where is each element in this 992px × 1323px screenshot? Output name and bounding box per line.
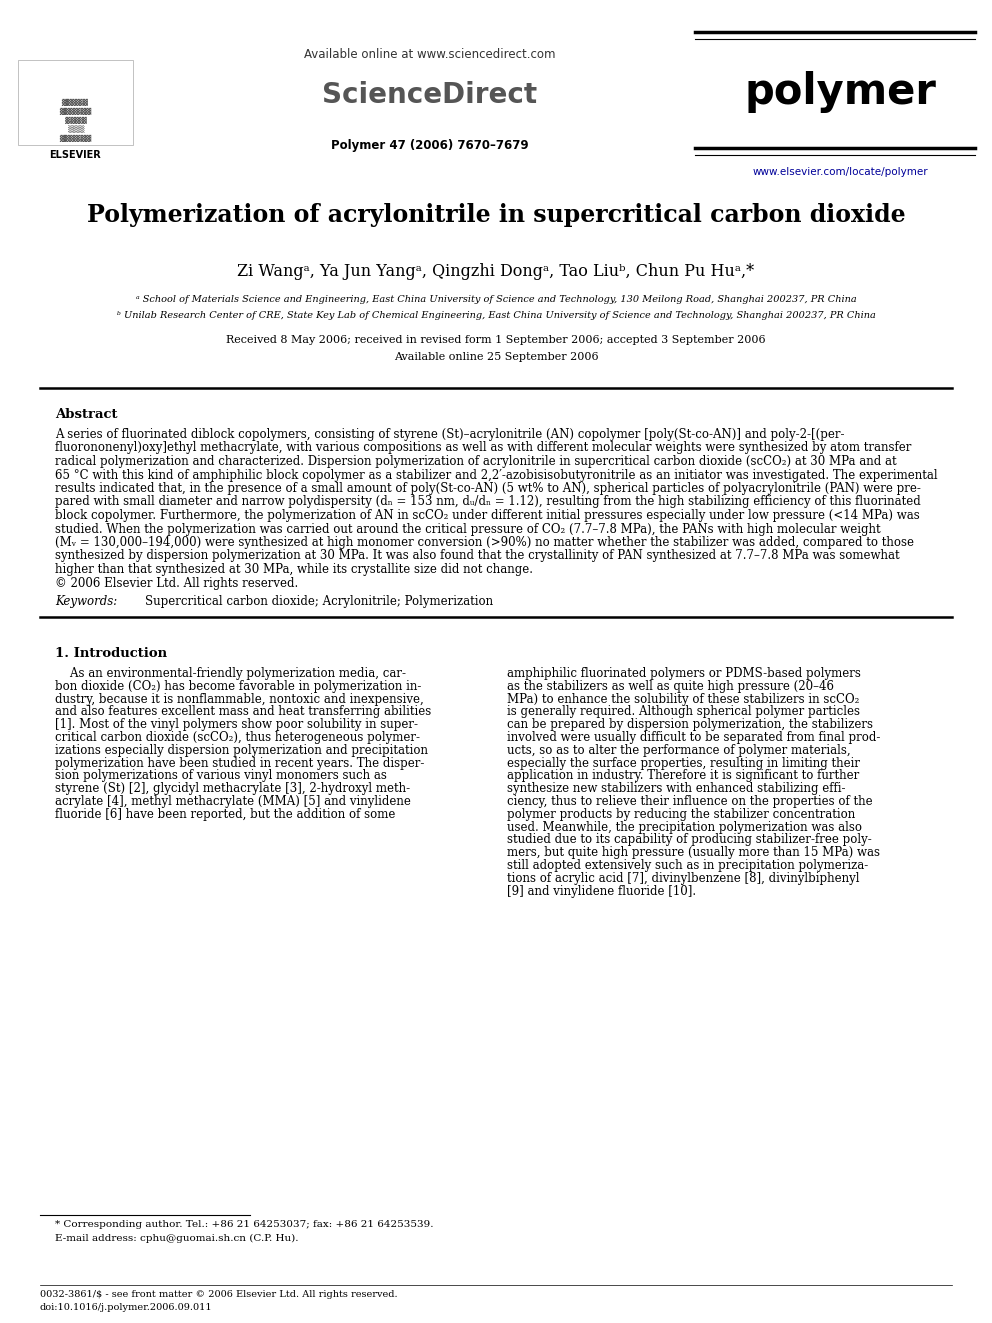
Text: polymerization have been studied in recent years. The disper-: polymerization have been studied in rece… — [55, 757, 425, 770]
Text: www.elsevier.com/locate/polymer: www.elsevier.com/locate/polymer — [752, 167, 928, 177]
Text: © 2006 Elsevier Ltd. All rights reserved.: © 2006 Elsevier Ltd. All rights reserved… — [55, 577, 299, 590]
Text: izations especially dispersion polymerization and precipitation: izations especially dispersion polymeriz… — [55, 744, 428, 757]
Text: used. Meanwhile, the precipitation polymerization was also: used. Meanwhile, the precipitation polym… — [507, 820, 862, 833]
Text: still adopted extensively such as in precipitation polymeriza-: still adopted extensively such as in pre… — [507, 859, 868, 872]
Text: especially the surface properties, resulting in limiting their: especially the surface properties, resul… — [507, 757, 860, 770]
Text: studied due to its capability of producing stabilizer-free poly-: studied due to its capability of produci… — [507, 833, 872, 847]
Text: [9] and vinylidene fluoride [10].: [9] and vinylidene fluoride [10]. — [507, 885, 696, 897]
Text: Available online 25 September 2006: Available online 25 September 2006 — [394, 352, 598, 363]
Text: ▓▓▓▓▓
▓▓▓▓▓▓
 ▓▓▓▓
 ▒▒▒
▓▓▓▓▓▓: ▓▓▓▓▓ ▓▓▓▓▓▓ ▓▓▓▓ ▒▒▒ ▓▓▓▓▓▓ — [59, 98, 91, 143]
Text: ᵇ Unilab Research Center of CRE, State Key Lab of Chemical Engineering, East Chi: ᵇ Unilab Research Center of CRE, State K… — [117, 311, 875, 319]
Text: application in industry. Therefore it is significant to further: application in industry. Therefore it is… — [507, 770, 859, 782]
Text: Supercritical carbon dioxide; Acrylonitrile; Polymerization: Supercritical carbon dioxide; Acrylonitr… — [145, 595, 493, 609]
Text: A series of fluorinated diblock copolymers, consisting of styrene (St)–acrylonit: A series of fluorinated diblock copolyme… — [55, 429, 844, 441]
Text: doi:10.1016/j.polymer.2006.09.011: doi:10.1016/j.polymer.2006.09.011 — [40, 1303, 212, 1312]
Text: As an environmental-friendly polymerization media, car-: As an environmental-friendly polymerizat… — [55, 667, 406, 680]
Text: ScienceDirect: ScienceDirect — [322, 81, 538, 108]
Text: ELSEVIER: ELSEVIER — [50, 149, 101, 160]
Text: ucts, so as to alter the performance of polymer materials,: ucts, so as to alter the performance of … — [507, 744, 850, 757]
Text: tions of acrylic acid [7], divinylbenzene [8], divinylbiphenyl: tions of acrylic acid [7], divinylbenzen… — [507, 872, 859, 885]
Text: synthesize new stabilizers with enhanced stabilizing effi-: synthesize new stabilizers with enhanced… — [507, 782, 845, 795]
Text: Received 8 May 2006; received in revised form 1 September 2006; accepted 3 Septe: Received 8 May 2006; received in revised… — [226, 335, 766, 345]
Text: bon dioxide (CO₂) has become favorable in polymerization in-: bon dioxide (CO₂) has become favorable i… — [55, 680, 422, 693]
Text: [1]. Most of the vinyl polymers show poor solubility in super-: [1]. Most of the vinyl polymers show poo… — [55, 718, 418, 732]
Text: acrylate [4], methyl methacrylate (MMA) [5] and vinylidene: acrylate [4], methyl methacrylate (MMA) … — [55, 795, 411, 808]
Text: 1. Introduction: 1. Introduction — [55, 647, 167, 660]
Text: mers, but quite high pressure (usually more than 15 MPa) was: mers, but quite high pressure (usually m… — [507, 847, 880, 859]
Text: radical polymerization and characterized. Dispersion polymerization of acrylonit: radical polymerization and characterized… — [55, 455, 897, 468]
Text: * Corresponding author. Tel.: +86 21 64253037; fax: +86 21 64253539.: * Corresponding author. Tel.: +86 21 642… — [55, 1220, 434, 1229]
Text: involved were usually difficult to be separated from final prod-: involved were usually difficult to be se… — [507, 732, 880, 744]
Text: Polymer 47 (2006) 7670–7679: Polymer 47 (2006) 7670–7679 — [331, 139, 529, 152]
Text: and also features excellent mass and heat transferring abilities: and also features excellent mass and hea… — [55, 705, 432, 718]
Text: synthesized by dispersion polymerization at 30 MPa. It was also found that the c: synthesized by dispersion polymerization… — [55, 549, 900, 562]
Text: block copolymer. Furthermore, the polymerization of AN in scCO₂ under different : block copolymer. Furthermore, the polyme… — [55, 509, 920, 523]
Text: MPa) to enhance the solubility of these stabilizers in scCO₂: MPa) to enhance the solubility of these … — [507, 693, 859, 705]
Text: (Mᵥ = 130,000–194,000) were synthesized at high monomer conversion (>90%) no mat: (Mᵥ = 130,000–194,000) were synthesized … — [55, 536, 914, 549]
Text: sion polymerizations of various vinyl monomers such as: sion polymerizations of various vinyl mo… — [55, 770, 387, 782]
Text: E-mail address: cphu@guomai.sh.cn (C.P. Hu).: E-mail address: cphu@guomai.sh.cn (C.P. … — [55, 1234, 299, 1244]
Text: Polymerization of acrylonitrile in supercritical carbon dioxide: Polymerization of acrylonitrile in super… — [86, 202, 906, 228]
Text: polymer: polymer — [744, 71, 935, 112]
Text: Keywords:: Keywords: — [55, 595, 117, 609]
Text: styrene (St) [2], glycidyl methacrylate [3], 2-hydroxyl meth-: styrene (St) [2], glycidyl methacrylate … — [55, 782, 410, 795]
Text: ciency, thus to relieve their influence on the properties of the: ciency, thus to relieve their influence … — [507, 795, 873, 808]
Text: critical carbon dioxide (scCO₂), thus heterogeneous polymer-: critical carbon dioxide (scCO₂), thus he… — [55, 732, 420, 744]
Text: fluoride [6] have been reported, but the addition of some: fluoride [6] have been reported, but the… — [55, 808, 396, 820]
Text: results indicated that, in the presence of a small amount of poly(St-co-AN) (5 w: results indicated that, in the presence … — [55, 482, 921, 495]
Text: polymer products by reducing the stabilizer concentration: polymer products by reducing the stabili… — [507, 808, 855, 820]
Text: higher than that synthesized at 30 MPa, while its crystallite size did not chang: higher than that synthesized at 30 MPa, … — [55, 564, 533, 576]
Text: 65 °C with this kind of amphiphilic block copolymer as a stabilizer and 2,2′-azo: 65 °C with this kind of amphiphilic bloc… — [55, 468, 937, 482]
Text: ᵃ School of Materials Science and Engineering, East China University of Science : ᵃ School of Materials Science and Engine… — [136, 295, 856, 304]
Text: fluorononenyl)oxy]ethyl methacrylate, with various compositions as well as with : fluorononenyl)oxy]ethyl methacrylate, wi… — [55, 442, 912, 455]
Text: Zi Wangᵃ, Ya Jun Yangᵃ, Qingzhi Dongᵃ, Tao Liuᵇ, Chun Pu Huᵃ,*: Zi Wangᵃ, Ya Jun Yangᵃ, Qingzhi Dongᵃ, T… — [237, 263, 755, 280]
Text: pared with small diameter and narrow polydispersity (dₙ = 153 nm, dᵤ/dₙ = 1.12),: pared with small diameter and narrow pol… — [55, 496, 921, 508]
Text: 0032-3861/$ - see front matter © 2006 Elsevier Ltd. All rights reserved.: 0032-3861/$ - see front matter © 2006 El… — [40, 1290, 398, 1299]
Text: studied. When the polymerization was carried out around the critical pressure of: studied. When the polymerization was car… — [55, 523, 881, 536]
Text: amphiphilic fluorinated polymers or PDMS-based polymers: amphiphilic fluorinated polymers or PDMS… — [507, 667, 861, 680]
Text: Available online at www.sciencedirect.com: Available online at www.sciencedirect.co… — [305, 49, 556, 61]
Text: can be prepared by dispersion polymerization, the stabilizers: can be prepared by dispersion polymeriza… — [507, 718, 873, 732]
Text: dustry, because it is nonflammable, nontoxic and inexpensive,: dustry, because it is nonflammable, nont… — [55, 693, 424, 705]
Text: as the stabilizers as well as quite high pressure (20–46: as the stabilizers as well as quite high… — [507, 680, 834, 693]
Text: is generally required. Although spherical polymer particles: is generally required. Although spherica… — [507, 705, 860, 718]
Text: Abstract: Abstract — [55, 407, 117, 421]
